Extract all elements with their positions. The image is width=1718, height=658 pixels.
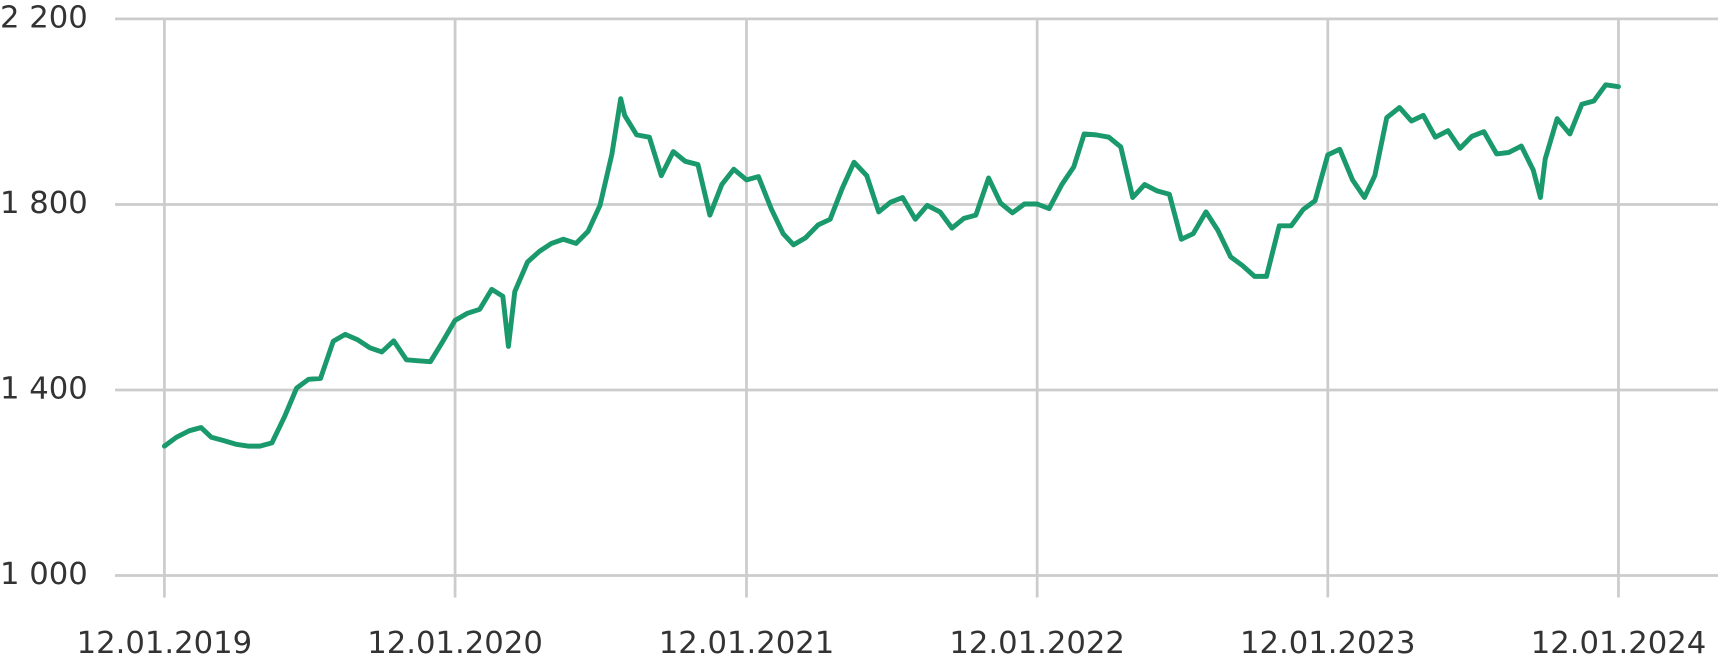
x-tick-label: 12.01.2021 [659,626,835,658]
y-tick-label: 1 400 [0,371,88,406]
x-tick-label: 12.01.2024 [1531,626,1707,658]
x-tick-label: 12.01.2020 [367,626,543,658]
data-line [161,82,1621,449]
x-tick-label: 12.01.2019 [77,626,253,658]
y-tick-label: 1 000 [0,557,88,592]
x-tick-label: 12.01.2023 [1240,626,1416,658]
y-tick-label: 2 200 [0,0,88,35]
x-tick-label: 12.01.2022 [949,626,1125,658]
y-tick-label: 1 800 [0,186,88,221]
